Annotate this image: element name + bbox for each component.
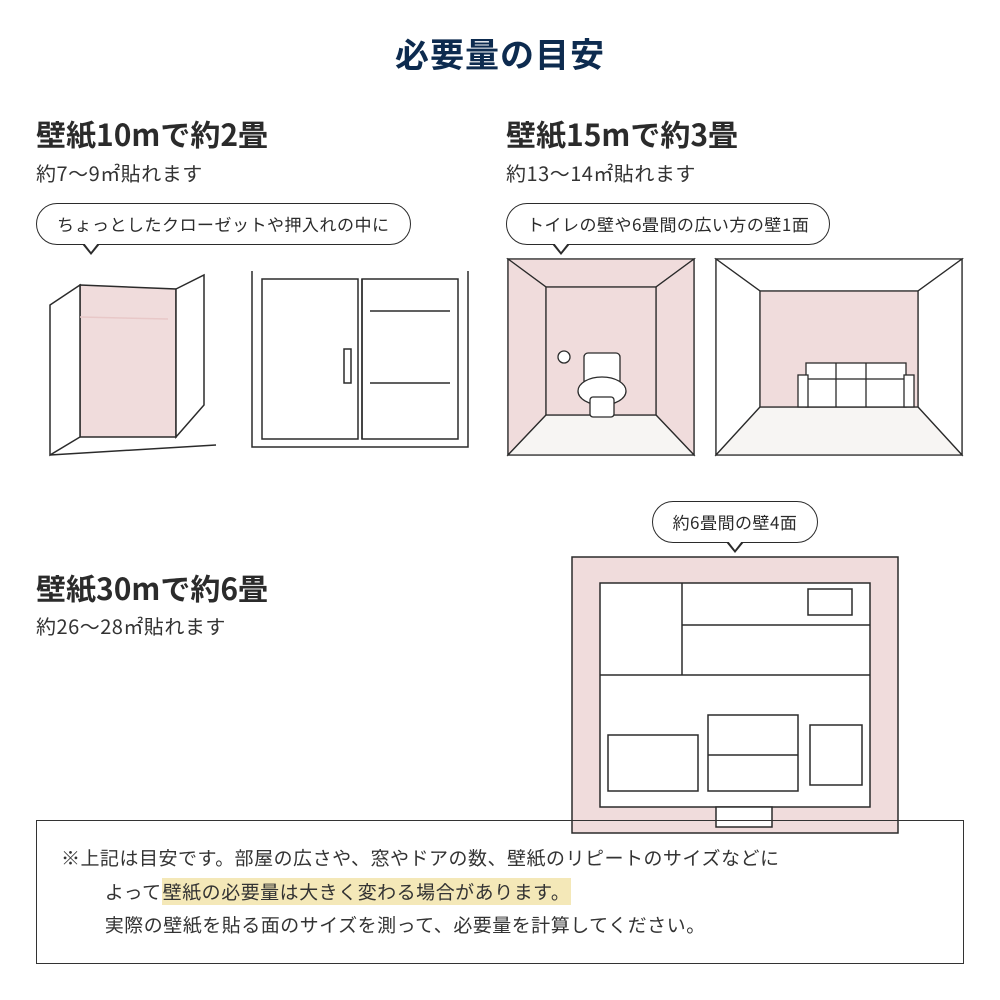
card-10m: 壁紙10mで約2畳 約7～9㎡貼れます ちょっとしたクローゼットや押入れの中に xyxy=(36,95,476,457)
closet-open-icon xyxy=(36,257,226,457)
page-title: 必要量の目安 xyxy=(0,0,1000,95)
card-15m-callout: トイレの壁や6畳間の広い方の壁1面 xyxy=(506,203,830,245)
room-one-wall-icon xyxy=(714,257,964,457)
footnote-line1: ※上記は目安です。部屋の広さや、窓やドアの数、壁紙のリピートのサイズなどに xyxy=(61,841,939,874)
footnote-line3: 実際の壁紙を貼る面のサイズを測って、必要量を計算してください。 xyxy=(61,908,939,941)
card-10m-sub: 約7～9㎡貼れます xyxy=(36,158,476,187)
card-10m-callout: ちょっとしたクローゼットや押入れの中に xyxy=(36,203,411,245)
closet-sliding-icon xyxy=(244,257,474,457)
card-10m-illustrations xyxy=(36,257,476,457)
footnote-box: ※上記は目安です。部屋の広さや、窓やドアの数、壁紙のリピートのサイズなどに よっ… xyxy=(36,820,964,964)
card-15m-title: 壁紙15mで約3畳 xyxy=(506,113,964,154)
guide-grid: 壁紙10mで約2畳 約7～9㎡貼れます ちょっとしたクローゼットや押入れの中に xyxy=(0,95,1000,835)
footnote-line2: よって壁紙の必要量は大きく変わる場合があります。 xyxy=(61,875,939,908)
footnote-highlight: 壁紙の必要量は大きく変わる場合があります。 xyxy=(162,878,572,905)
card-30m-callout: 約6畳間の壁4面 xyxy=(652,501,819,543)
room-floorplan-icon xyxy=(570,555,900,835)
card-10m-title: 壁紙10mで約2畳 xyxy=(36,113,476,154)
card-30m-sub: 約26～28㎡貼れます xyxy=(36,611,476,640)
card-15m: 壁紙15mで約3畳 約13～14㎡貼れます トイレの壁や6畳間の広い方の壁1面 xyxy=(506,95,964,457)
card-30m: 壁紙30mで約6畳 約26～28㎡貼れます xyxy=(36,457,476,835)
toilet-room-icon xyxy=(506,257,696,457)
card-15m-illustrations xyxy=(506,257,964,457)
card-30m-illu: 約6畳間の壁4面 xyxy=(506,457,964,835)
card-30m-title: 壁紙30mで約6畳 xyxy=(36,567,476,608)
card-15m-sub: 約13～14㎡貼れます xyxy=(506,158,964,187)
